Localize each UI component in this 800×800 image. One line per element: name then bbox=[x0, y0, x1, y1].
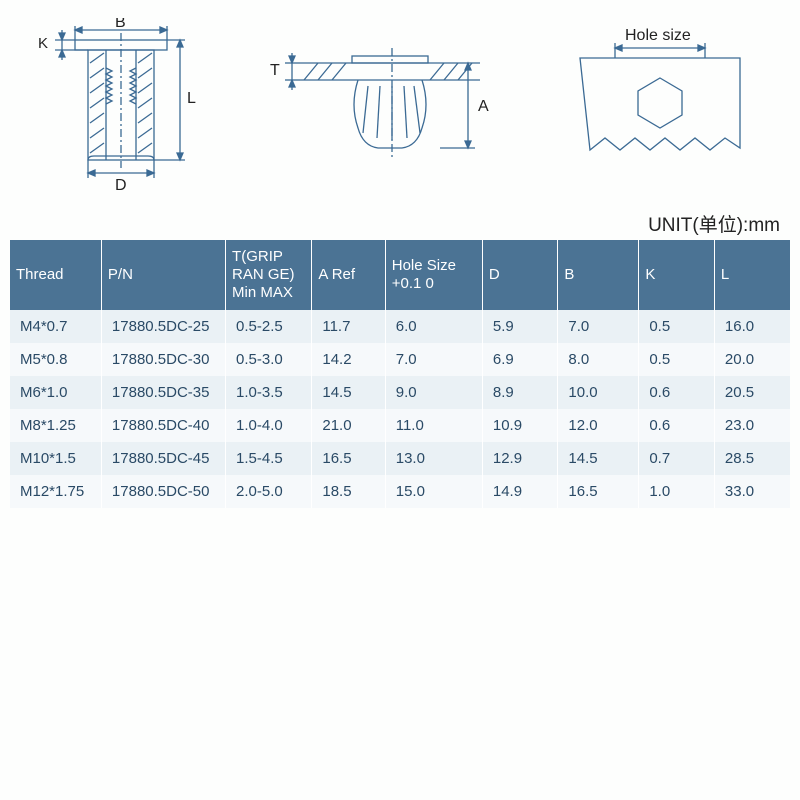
col-header-k: K bbox=[639, 240, 715, 310]
cell-hole: 13.0 bbox=[385, 442, 482, 475]
cell-l: 20.0 bbox=[714, 343, 790, 376]
diagram-hole bbox=[580, 43, 740, 150]
cell-d: 8.9 bbox=[482, 376, 558, 409]
cell-hole: 15.0 bbox=[385, 475, 482, 508]
table-row: M10*1.517880.5DC-451.5-4.516.513.012.914… bbox=[10, 442, 790, 475]
table-row: M4*0.717880.5DC-250.5-2.511.76.05.97.00.… bbox=[10, 310, 790, 343]
cell-d: 14.9 bbox=[482, 475, 558, 508]
table-body: M4*0.717880.5DC-250.5-2.511.76.05.97.00.… bbox=[10, 310, 790, 508]
cell-aref: 11.7 bbox=[312, 310, 385, 343]
cell-b: 7.0 bbox=[558, 310, 639, 343]
table-header-row: Thread P/N T(GRIP RAN GE) Min MAX A Ref … bbox=[10, 240, 790, 310]
spec-table-container: Thread P/N T(GRIP RAN GE) Min MAX A Ref … bbox=[10, 240, 790, 508]
cell-pn: 17880.5DC-35 bbox=[101, 376, 225, 409]
cell-pn: 17880.5DC-30 bbox=[101, 343, 225, 376]
cell-pn: 17880.5DC-25 bbox=[101, 310, 225, 343]
cell-k: 0.5 bbox=[639, 310, 715, 343]
cell-hole: 6.0 bbox=[385, 310, 482, 343]
cell-grip: 1.5-4.5 bbox=[226, 442, 312, 475]
cell-l: 16.0 bbox=[714, 310, 790, 343]
spec-table: Thread P/N T(GRIP RAN GE) Min MAX A Ref … bbox=[10, 240, 790, 508]
label-D: D bbox=[115, 177, 127, 193]
cell-hole: 9.0 bbox=[385, 376, 482, 409]
technical-diagrams: B K L D bbox=[20, 18, 780, 193]
cell-b: 10.0 bbox=[558, 376, 639, 409]
col-header-thread: Thread bbox=[10, 240, 101, 310]
col-header-l: L bbox=[714, 240, 790, 310]
col-header-pn: P/N bbox=[101, 240, 225, 310]
cell-k: 0.6 bbox=[639, 409, 715, 442]
cell-thread: M6*1.0 bbox=[10, 376, 101, 409]
cell-d: 10.9 bbox=[482, 409, 558, 442]
cell-pn: 17880.5DC-45 bbox=[101, 442, 225, 475]
cell-grip: 1.0-4.0 bbox=[226, 409, 312, 442]
cell-grip: 0.5-2.5 bbox=[226, 310, 312, 343]
col-header-d: D bbox=[482, 240, 558, 310]
cell-hole: 11.0 bbox=[385, 409, 482, 442]
cell-k: 0.6 bbox=[639, 376, 715, 409]
table-row: M12*1.7517880.5DC-502.0-5.018.515.014.91… bbox=[10, 475, 790, 508]
cell-d: 5.9 bbox=[482, 310, 558, 343]
cell-grip: 0.5-3.0 bbox=[226, 343, 312, 376]
cell-b: 8.0 bbox=[558, 343, 639, 376]
col-header-b: B bbox=[558, 240, 639, 310]
cell-l: 20.5 bbox=[714, 376, 790, 409]
cell-grip: 1.0-3.5 bbox=[226, 376, 312, 409]
cell-aref: 14.5 bbox=[312, 376, 385, 409]
table-row: M5*0.817880.5DC-300.5-3.014.27.06.98.00.… bbox=[10, 343, 790, 376]
col-header-hole: Hole Size +0.1 0 bbox=[385, 240, 482, 310]
cell-b: 16.5 bbox=[558, 475, 639, 508]
label-K: K bbox=[38, 35, 48, 52]
cell-aref: 16.5 bbox=[312, 442, 385, 475]
cell-aref: 21.0 bbox=[312, 409, 385, 442]
label-L: L bbox=[187, 90, 196, 107]
cell-d: 6.9 bbox=[482, 343, 558, 376]
label-B: B bbox=[115, 18, 126, 31]
cell-aref: 18.5 bbox=[312, 475, 385, 508]
unit-label: UNIT(单位):mm bbox=[648, 210, 780, 237]
table-row: M6*1.017880.5DC-351.0-3.514.59.08.910.00… bbox=[10, 376, 790, 409]
cell-thread: M10*1.5 bbox=[10, 442, 101, 475]
cell-l: 33.0 bbox=[714, 475, 790, 508]
cell-b: 12.0 bbox=[558, 409, 639, 442]
cell-grip: 2.0-5.0 bbox=[226, 475, 312, 508]
table-row: M8*1.2517880.5DC-401.0-4.021.011.010.912… bbox=[10, 409, 790, 442]
cell-d: 12.9 bbox=[482, 442, 558, 475]
cell-pn: 17880.5DC-50 bbox=[101, 475, 225, 508]
cell-pn: 17880.5DC-40 bbox=[101, 409, 225, 442]
label-hole-size: Hole size bbox=[625, 27, 691, 44]
cell-thread: M12*1.75 bbox=[10, 475, 101, 508]
col-header-aref: A Ref bbox=[312, 240, 385, 310]
cell-thread: M8*1.25 bbox=[10, 409, 101, 442]
cell-l: 28.5 bbox=[714, 442, 790, 475]
cell-k: 0.5 bbox=[639, 343, 715, 376]
cell-thread: M4*0.7 bbox=[10, 310, 101, 343]
diagram-cross-section bbox=[55, 26, 185, 178]
cell-aref: 14.2 bbox=[312, 343, 385, 376]
label-A: A bbox=[478, 98, 489, 115]
cell-k: 0.7 bbox=[639, 442, 715, 475]
cell-hole: 7.0 bbox=[385, 343, 482, 376]
cell-thread: M5*0.8 bbox=[10, 343, 101, 376]
cell-l: 23.0 bbox=[714, 409, 790, 442]
diagram-installed bbox=[285, 48, 480, 158]
col-header-grip: T(GRIP RAN GE) Min MAX bbox=[226, 240, 312, 310]
label-T: T bbox=[270, 62, 280, 79]
cell-b: 14.5 bbox=[558, 442, 639, 475]
cell-k: 1.0 bbox=[639, 475, 715, 508]
